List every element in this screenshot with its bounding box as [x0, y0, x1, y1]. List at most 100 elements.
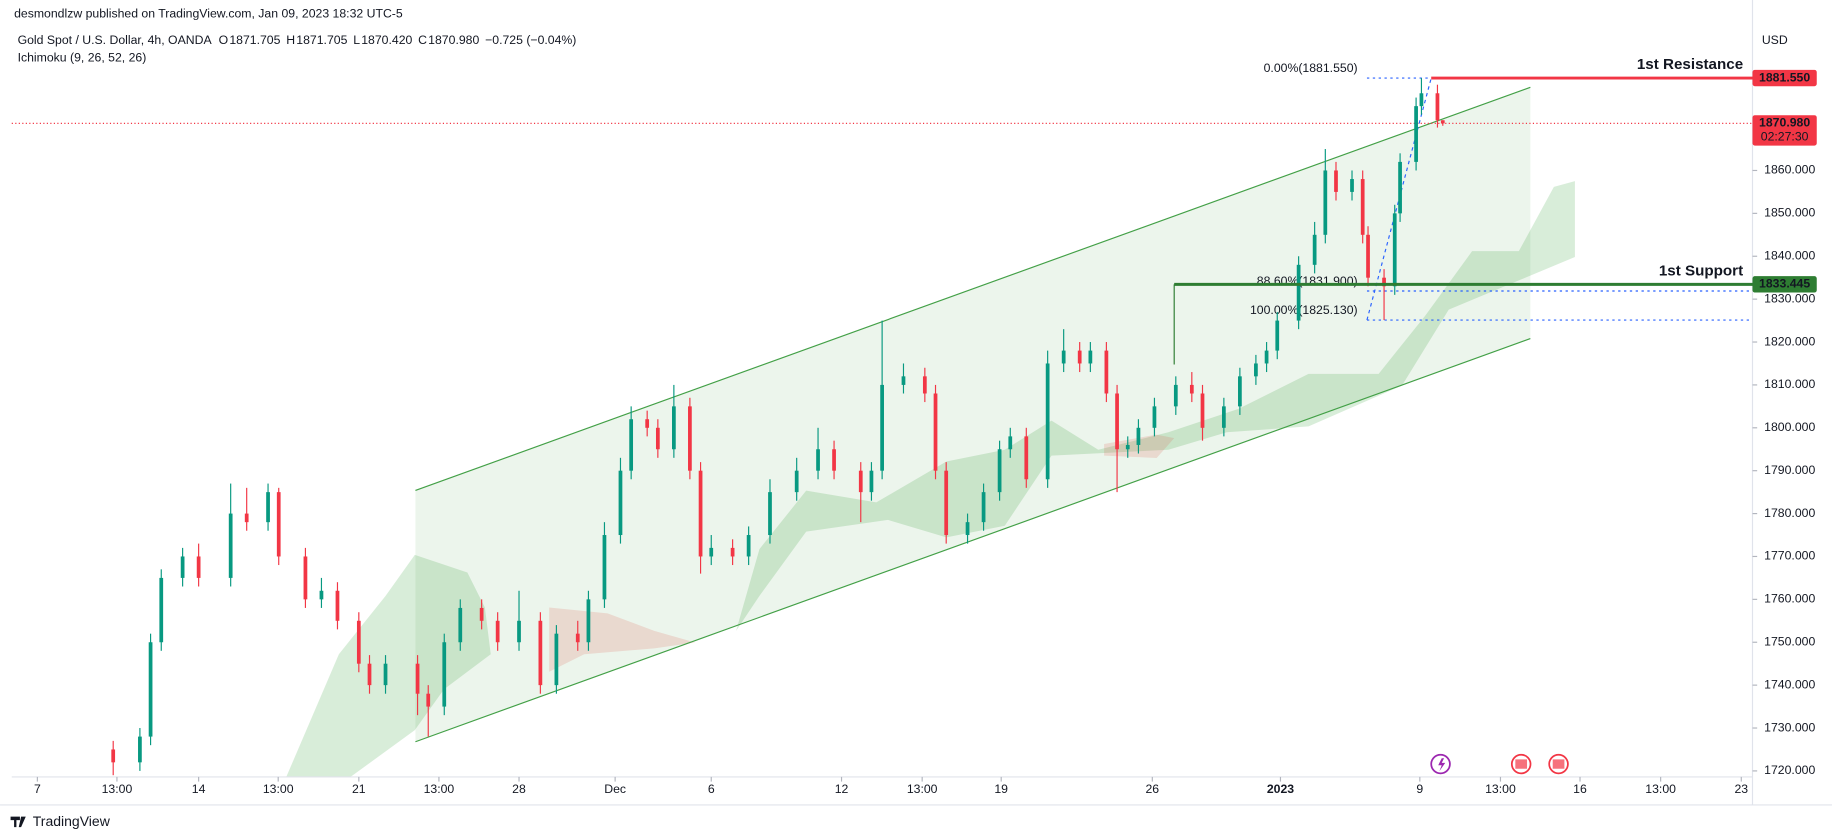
y-tick-label: 1760.000 — [1764, 592, 1815, 606]
ichimoku-cloud — [286, 554, 491, 777]
x-tick-label: 12 — [835, 782, 849, 796]
x-tick-label: Dec — [604, 782, 626, 796]
y-tick-label: 1790.000 — [1764, 463, 1815, 477]
ohlc-key: L — [353, 33, 360, 47]
ichimoku-cloud — [549, 607, 696, 672]
candle-body — [1173, 384, 1178, 407]
candle-body — [586, 599, 591, 643]
candle-body — [1398, 161, 1402, 214]
candle-body — [335, 590, 340, 621]
candle-body — [1414, 106, 1418, 162]
price-label-box — [1752, 276, 1817, 293]
channel-lower — [415, 338, 1531, 743]
x-tick-label: 13:00 — [424, 782, 455, 796]
candle-body — [1189, 384, 1194, 394]
candle-body — [1366, 234, 1370, 278]
candle-body — [1435, 93, 1440, 121]
channel-upper — [415, 86, 1531, 491]
x-tick-label: 21 — [352, 782, 366, 796]
x-tick-label: 13:00 — [907, 782, 938, 796]
candle-body — [1136, 427, 1141, 445]
candle-body — [356, 620, 361, 664]
candle-body — [1323, 170, 1328, 235]
change: −0.725 (−0.04%) — [485, 33, 576, 47]
candle-body — [1392, 213, 1397, 287]
candle-body — [1024, 436, 1029, 480]
currency: USD — [1762, 33, 1788, 47]
publisher: desmondlzw published on TradingView.com,… — [14, 6, 403, 20]
candle-body — [1382, 277, 1386, 287]
candle-body — [1200, 393, 1205, 428]
candle-body — [383, 663, 388, 686]
last-price-label: 1870.980 — [1759, 116, 1810, 130]
indicator: Ichimoku (9, 26, 52, 26) — [18, 51, 147, 65]
ohlc-key: C — [418, 33, 427, 47]
tradingview-logo — [10, 816, 26, 828]
price-label-box — [1752, 69, 1817, 87]
y-tick-label: 1800.000 — [1764, 420, 1815, 434]
last-price-box — [1752, 115, 1817, 146]
candle-body — [426, 693, 431, 707]
countdown: 02:27:30 — [1761, 130, 1809, 144]
candle-body — [816, 449, 820, 471]
candle-body — [1221, 406, 1226, 428]
ohlc-key: O — [219, 33, 229, 47]
candle-body — [794, 470, 799, 493]
x-tick-label: 13:00 — [1645, 782, 1676, 796]
candle-body — [933, 393, 938, 471]
candle-body — [698, 470, 703, 557]
ohlc-value: 1870.980 — [428, 33, 479, 47]
x-tick-label: 2023 — [1267, 782, 1294, 796]
ohlc-value: 1870.420 — [361, 33, 412, 47]
candle-body — [1334, 170, 1338, 192]
candle-body — [1088, 350, 1093, 364]
x-tick-label: 13:00 — [102, 782, 133, 796]
candle-body — [138, 736, 142, 763]
y-tick-label: 1770.000 — [1764, 549, 1815, 563]
ichimoku-cloud — [1104, 434, 1175, 458]
ohlc-value: 1871.705 — [296, 33, 347, 47]
event-icon[interactable] — [1430, 753, 1451, 775]
ohlc-key: H — [286, 33, 295, 47]
y-tick-label: 1730.000 — [1764, 720, 1815, 734]
candle-body — [479, 607, 484, 621]
event-flag-icon — [1515, 759, 1528, 769]
x-tick-label: 19 — [994, 782, 1008, 796]
candle-body — [1360, 179, 1365, 235]
candle-body — [655, 427, 660, 450]
candle-body — [148, 642, 153, 737]
candle-body — [538, 620, 543, 686]
y-tick-label: 1860.000 — [1764, 163, 1815, 177]
x-tick-label: 6 — [708, 782, 715, 796]
candle-body — [575, 633, 580, 643]
y-tick-label: 1780.000 — [1764, 506, 1815, 520]
candle-body — [832, 449, 836, 471]
candle-body — [768, 492, 772, 536]
candle-body — [517, 620, 521, 643]
candle-body — [1152, 406, 1157, 428]
x-tick-label: 9 — [1416, 782, 1423, 796]
candle-body — [688, 406, 692, 471]
candle-body — [244, 513, 249, 523]
candle-body — [415, 663, 420, 694]
x-tick-label: 13:00 — [263, 782, 294, 796]
candle-body — [709, 547, 714, 557]
y-tick-label: 1850.000 — [1764, 206, 1815, 220]
candle-body — [303, 556, 308, 600]
price-label: 1833.445 — [1759, 277, 1810, 291]
candle-body — [276, 492, 281, 557]
candle-body — [1115, 393, 1119, 450]
candle-body — [367, 663, 372, 686]
candle-body — [730, 547, 735, 557]
candle-body — [944, 470, 949, 536]
candle-body — [196, 556, 201, 578]
fib-label: 0.00%(1881.550) — [1264, 61, 1358, 75]
event-icon-bolt — [1438, 758, 1446, 772]
candle-body — [228, 513, 233, 578]
y-tick-label: 1820.000 — [1764, 334, 1815, 348]
candle-body — [319, 590, 324, 600]
candle-body — [901, 376, 906, 385]
x-tick-label: 16 — [1573, 782, 1587, 796]
candle-body — [1254, 363, 1258, 377]
